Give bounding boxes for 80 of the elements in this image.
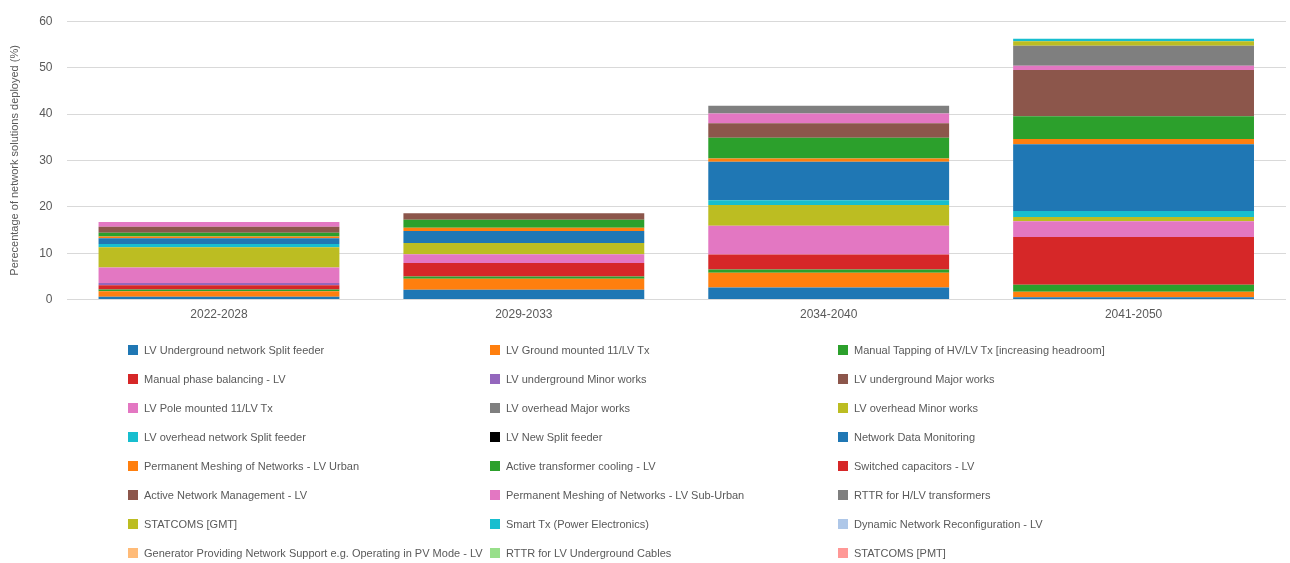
y-axis-title: Perecentage of network solutions deployed (%) [7,45,20,276]
x-tick-label: 2034-2040 [800,307,858,322]
bar [708,113,950,124]
y-tick-label: 0 [45,291,53,306]
bar [1013,45,1254,66]
legend-label: RTTR for LV Underground Cables [506,546,672,559]
legend-label: Permanent Meshing of Networks - LV Urban [144,459,359,472]
bar [1013,291,1254,298]
bar [98,267,340,283]
bar [708,161,950,201]
legend-label: LV Underground network Split feeder [144,343,325,356]
y-tick-label: 40 [39,106,53,121]
bar [403,213,645,220]
bar [708,272,950,288]
bar [98,226,340,233]
bar [98,243,340,248]
y-tick-label: 60 [39,13,53,28]
bar [403,276,645,279]
legend-label: STATCOMS [PMT] [854,546,946,559]
legend-label: Dynamic Network Reconfiguration - LV [854,517,1043,530]
legend-label: Active transformer cooling - LV [506,459,656,472]
bar [1013,221,1254,237]
bar [1013,217,1254,222]
legend-label: Manual Tapping of HV/LV Tx [increasing headroom] [854,343,1105,356]
bar [708,137,950,159]
bar [708,225,950,255]
legend-label: LV underground Major works [854,372,995,385]
bar [98,222,340,227]
legend-label: LV New Split feeder [506,430,603,443]
legend-label: Smart Tx (Power Electronics) [506,517,649,530]
legend-label: RTTR for H/LV transformers [854,488,991,501]
bar [1013,41,1254,46]
legend-label: Generator Providing Network Support e.g. Operating in PV Mode - LV [144,546,483,559]
bar [1013,69,1254,117]
y-tick-label: 30 [39,152,53,167]
bar [403,242,645,255]
bar [1013,116,1254,140]
legend-label: Network Data Monitoring [854,430,976,443]
bar [98,247,340,268]
bar [708,254,950,270]
bar [708,123,950,138]
bar [1013,210,1254,218]
bar [1013,284,1254,292]
bar [708,204,950,226]
legend-label: LV Ground mounted 11/LV Tx [506,343,650,356]
legend-label: LV overhead Minor works [854,401,978,414]
y-tick-label: 50 [39,59,53,74]
bar [1013,236,1254,285]
x-tick-label: 2041-2050 [1104,307,1163,322]
bar [708,200,950,205]
y-tick-label: 20 [39,199,53,214]
legend-label: Switched capacitors - LV [854,459,975,472]
bar [403,262,645,277]
legend-label: STATCOMS [GMT] [144,517,238,530]
bar [403,254,645,263]
bar [1013,139,1254,145]
bar [708,269,950,273]
bar [403,230,645,243]
bar [1013,65,1254,70]
bar [403,219,645,228]
x-tick-label: 2022-2028 [190,307,248,322]
legend-label: LV Pole mounted 11/LV Tx [144,401,273,414]
bar [403,227,645,231]
bar [708,105,950,114]
legend-label: Active Network Management - LV [144,488,308,501]
legend-label: LV underground Minor works [506,372,647,385]
x-tick-label: 2029-2033 [495,307,553,322]
legend-label: LV overhead network Split feeder [144,430,306,443]
legend-label: LV overhead Major works [506,401,630,414]
bar [403,278,645,290]
legend-label: Permanent Meshing of Networks - LV Sub-Urban [506,488,745,501]
bar [708,287,950,300]
y-tick-label: 10 [39,245,53,260]
bar [403,289,645,300]
bar [98,238,340,244]
bar [98,285,340,290]
bar [98,291,340,297]
bar [708,158,950,162]
legend-label: Manual phase balancing - LV [144,372,286,385]
bar [1013,144,1254,211]
